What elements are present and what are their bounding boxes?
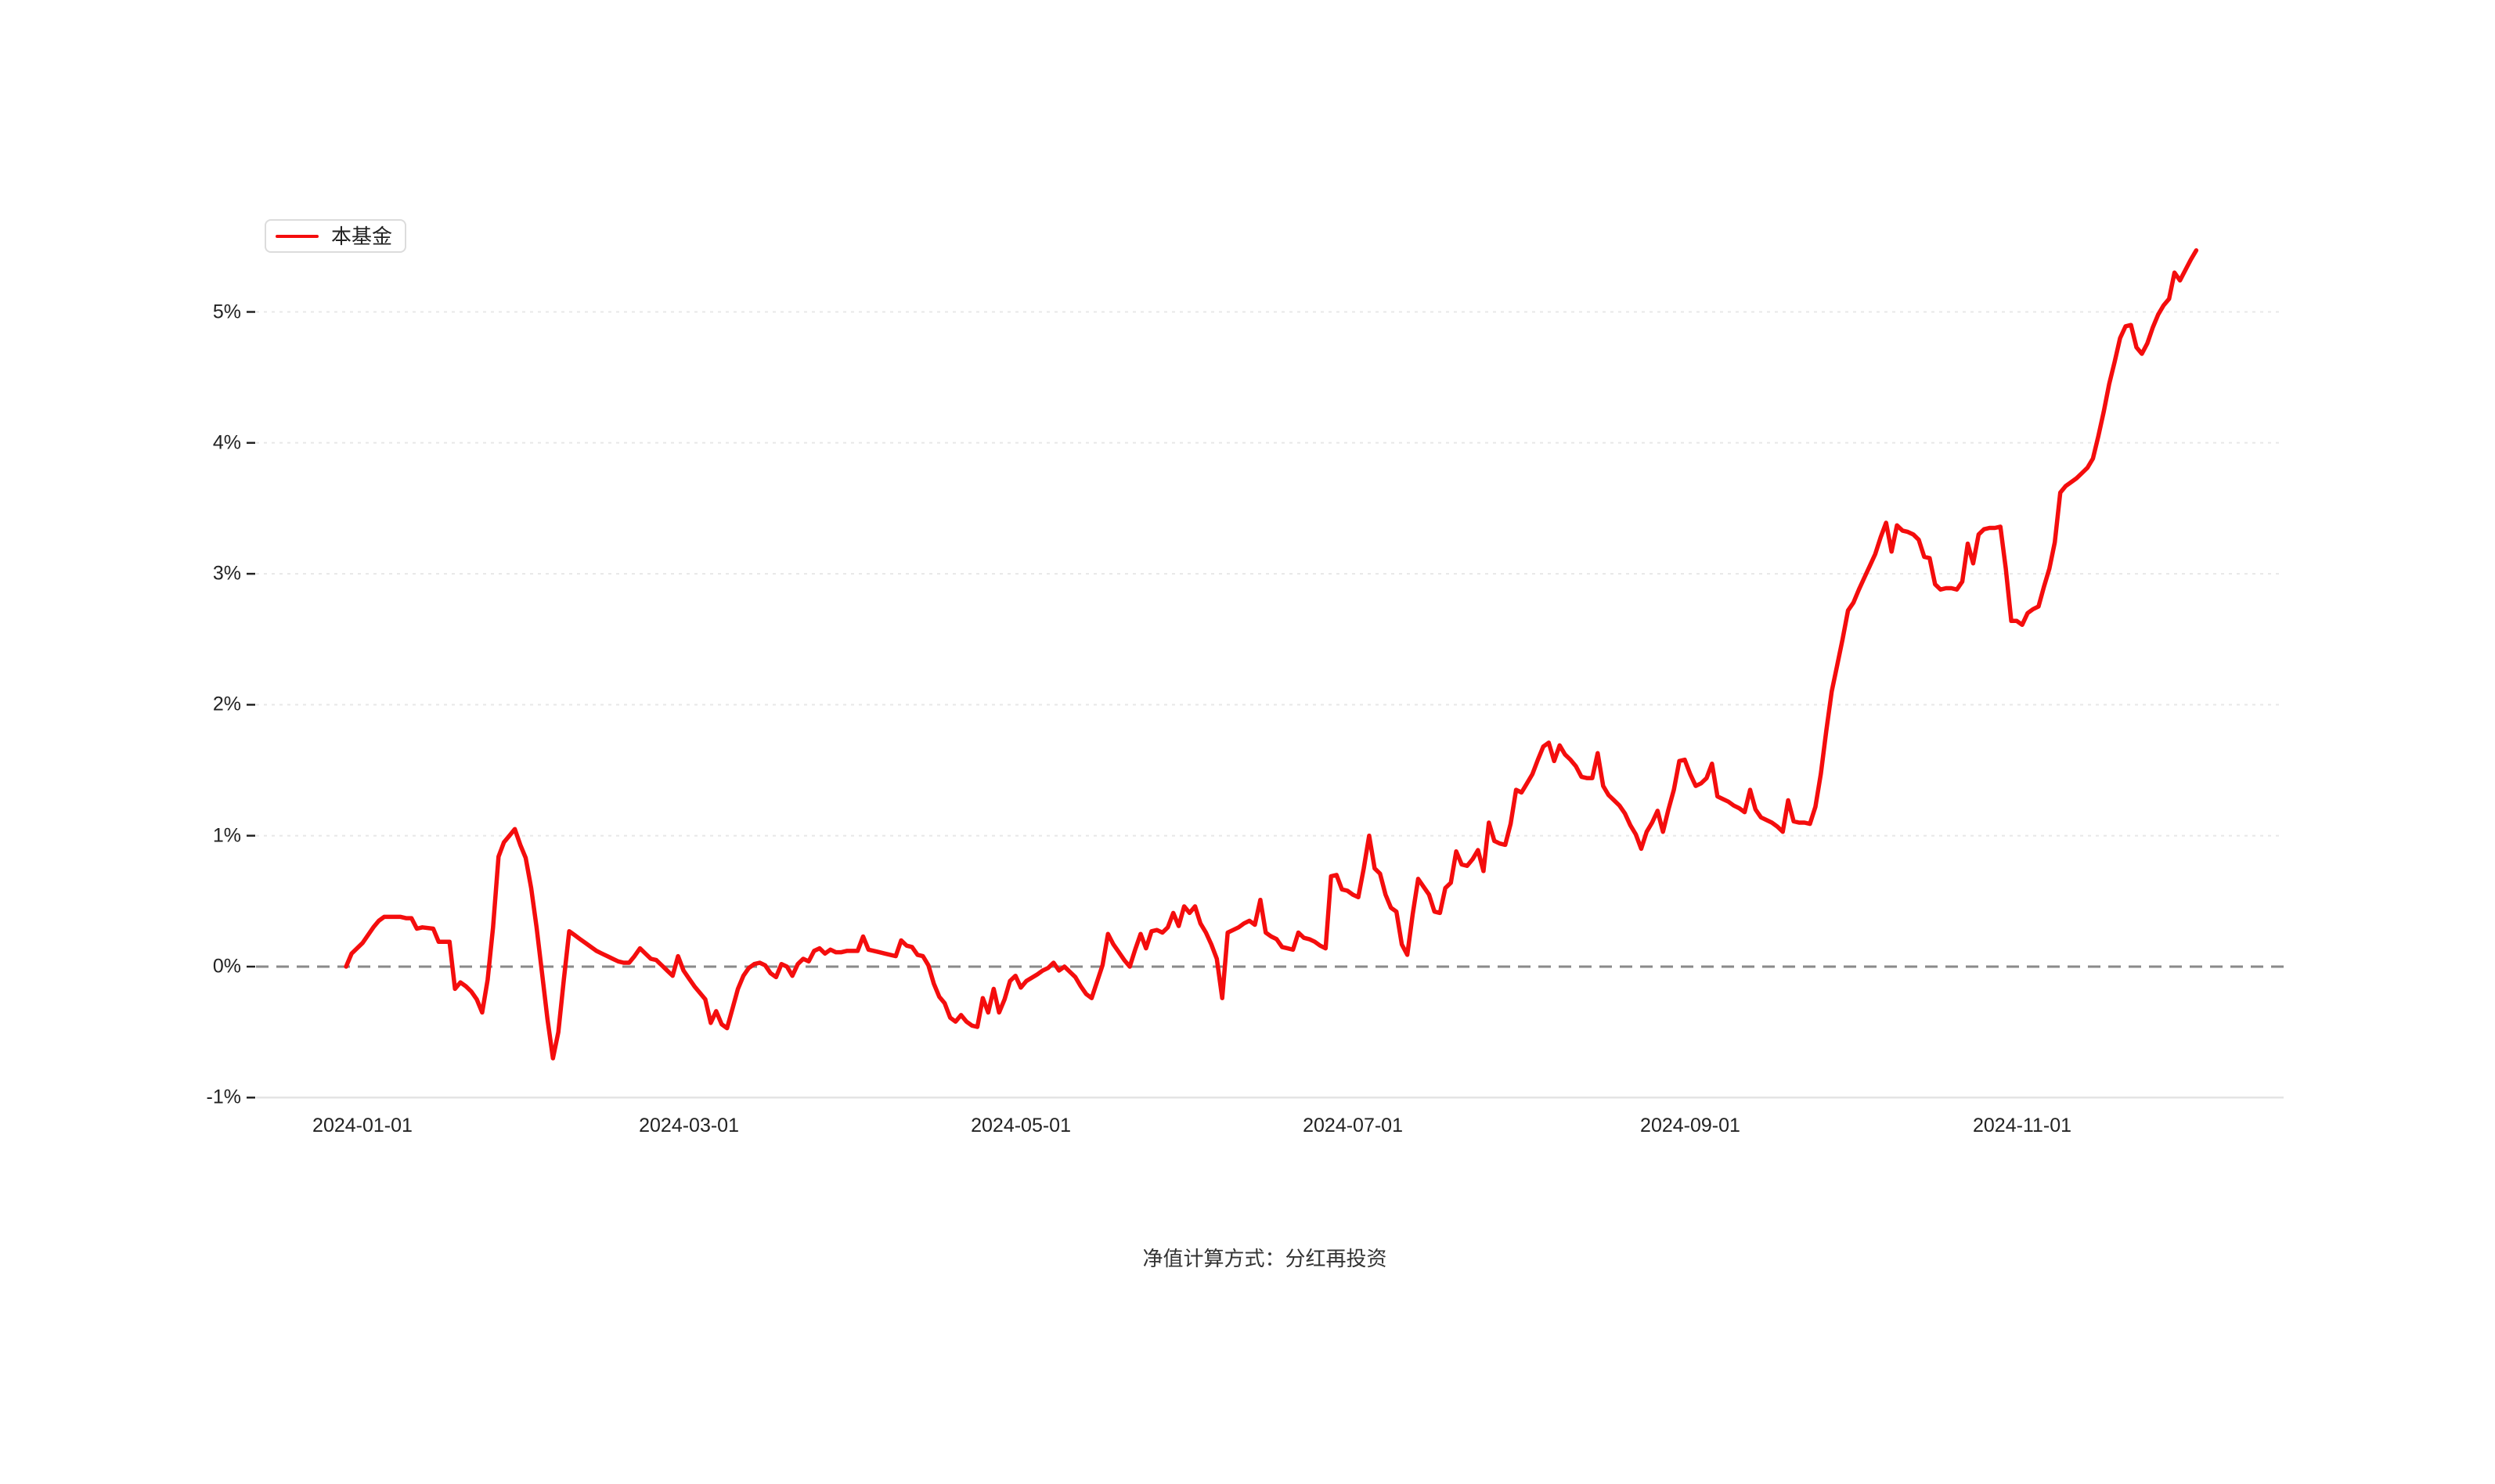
x-axis-label: 2024-11-01 (1972, 1115, 2072, 1136)
x-axis-label: 2024-05-01 (971, 1115, 1071, 1136)
legend-label: 本基金 (331, 224, 393, 248)
nav-calculation-note: 净值计算方式：分红再投资 (1142, 1247, 1387, 1270)
y-axis-label: -1% (206, 1086, 241, 1108)
x-axis-label: 2024-01-01 (312, 1115, 413, 1136)
y-axis-label: 5% (212, 301, 241, 322)
x-axis-label: 2024-07-01 (1303, 1115, 1403, 1136)
y-axis-label: 2% (212, 693, 241, 715)
y-axis-label: 0% (212, 955, 241, 978)
y-axis-ticks (247, 311, 255, 1099)
fund-line-series (344, 248, 2199, 1061)
gridlines (256, 311, 2284, 1099)
x-axis-label: 2024-09-01 (1640, 1115, 1740, 1136)
y-axis-label: 3% (212, 562, 241, 585)
y-axis-label: 4% (212, 431, 241, 454)
y-axis-label: 1% (212, 824, 241, 847)
legend-item-fund[interactable]: 本基金 (265, 219, 407, 253)
legend-line-marker (276, 234, 319, 238)
x-axis-label: 2024-03-01 (639, 1115, 739, 1136)
